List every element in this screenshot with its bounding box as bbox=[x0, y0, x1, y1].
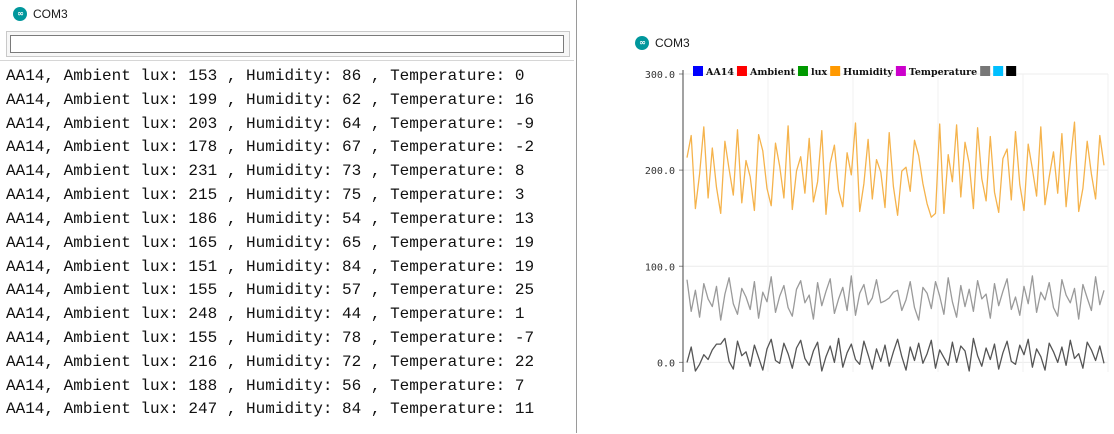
serial-line: AA14, Ambient lux: 203 , Humidity: 64 , … bbox=[6, 115, 535, 133]
plotter-title-bar: ∞ COM3 bbox=[628, 30, 828, 54]
serial-line: AA14, Ambient lux: 186 , Humidity: 54 , … bbox=[6, 210, 535, 228]
serial-line: AA14, Ambient lux: 188 , Humidity: 56 , … bbox=[6, 377, 525, 395]
serial-plotter-window: ∞ COM3 0.0 100.0 200.0 300.0 AA14 Ambient lux H… bbox=[628, 30, 1114, 390]
serial-line: AA14, Ambient lux: 165 , Humidity: 65 , … bbox=[6, 234, 535, 252]
y-tick-label: 200.0 bbox=[645, 166, 675, 177]
series-line-humidity bbox=[686, 275, 1105, 321]
serial-line: AA14, Ambient lux: 247 , Humidity: 84 , … bbox=[6, 400, 535, 418]
legend-swatch bbox=[797, 66, 808, 76]
plotter-window-title: COM3 bbox=[655, 36, 690, 50]
legend-swatch bbox=[693, 66, 703, 76]
legend-label: Temperature bbox=[909, 67, 977, 78]
serial-line: AA14, Ambient lux: 153 , Humidity: 86 , … bbox=[6, 67, 525, 85]
legend-swatch bbox=[980, 66, 991, 76]
serial-line: AA14, Ambient lux: 155 , Humidity: 78 , … bbox=[6, 329, 535, 347]
serial-monitor-window: ∞ COM3 AA14, Ambient lux: 153 , Humidity… bbox=[0, 0, 577, 434]
serial-line: AA14, Ambient lux: 215 , Humidity: 75 , … bbox=[6, 186, 525, 204]
series-line-temperature bbox=[686, 337, 1105, 372]
serial-line: AA14, Ambient lux: 178 , Humidity: 67 , … bbox=[6, 138, 535, 156]
y-tick-label: 100.0 bbox=[645, 262, 675, 273]
monitor-window-title: COM3 bbox=[33, 7, 68, 21]
legend-swatch bbox=[993, 66, 1004, 76]
legend-swatch bbox=[895, 66, 906, 76]
serial-line: AA14, Ambient lux: 248 , Humidity: 44 , … bbox=[6, 305, 525, 323]
arduino-logo-icon: ∞ bbox=[13, 7, 27, 21]
plotter-chart: 0.0 100.0 200.0 300.0 AA14 Ambient lux Humidity… bbox=[645, 66, 1109, 372]
legend-swatch bbox=[736, 66, 747, 76]
serial-line: AA14, Ambient lux: 216 , Humidity: 72 , … bbox=[6, 353, 535, 371]
legend-label: lux bbox=[811, 67, 828, 78]
send-input-container bbox=[6, 31, 570, 57]
legend-label: Humidity bbox=[843, 67, 893, 78]
legend-swatch bbox=[830, 66, 841, 76]
serial-line: AA14, Ambient lux: 155 , Humidity: 57 , … bbox=[6, 281, 535, 299]
serial-line: AA14, Ambient lux: 151 , Humidity: 84 , … bbox=[6, 258, 535, 276]
legend-label: Ambient bbox=[749, 67, 796, 78]
monitor-title-bar: ∞ COM3 bbox=[0, 0, 576, 28]
serial-line: AA14, Ambient lux: 199 , Humidity: 62 , … bbox=[6, 91, 535, 109]
legend-swatch bbox=[1006, 66, 1017, 76]
arduino-logo-icon: ∞ bbox=[635, 36, 649, 50]
y-tick-label: 300.0 bbox=[645, 70, 675, 81]
serial-output[interactable]: AA14, Ambient lux: 153 , Humidity: 86 , … bbox=[0, 60, 574, 434]
y-tick-label: 0.0 bbox=[657, 358, 675, 369]
series-line-ambient-lux bbox=[686, 121, 1105, 218]
send-input[interactable] bbox=[10, 35, 564, 53]
serial-line: AA14, Ambient lux: 231 , Humidity: 73 , … bbox=[6, 162, 525, 180]
legend-label: AA14 bbox=[705, 67, 734, 78]
